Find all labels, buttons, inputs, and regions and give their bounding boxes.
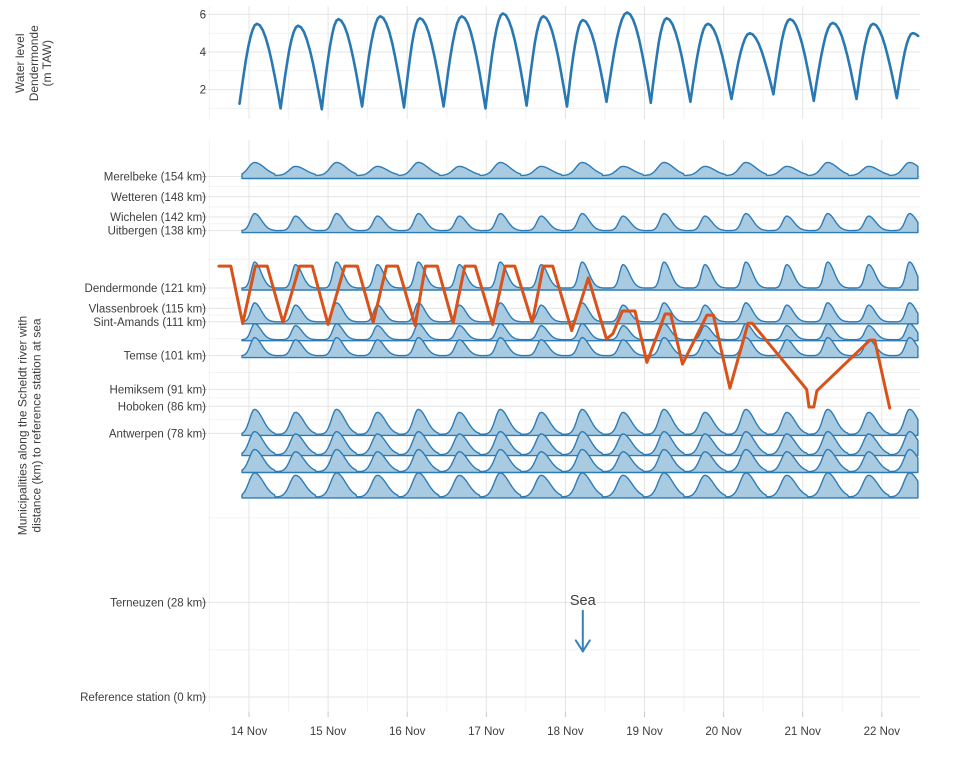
ridge-101km [241, 336, 919, 359]
y-value-label: 6 [200, 9, 206, 21]
station-label: Antwerpen (78 km) [109, 428, 206, 440]
sea-arrow-icon [574, 609, 591, 653]
station-label: Wichelen (142 km) [110, 212, 206, 224]
ridge-72km [241, 430, 919, 457]
station-label: Temse (101 km) [124, 351, 207, 363]
x-tick-label: 15 Nov [310, 726, 347, 738]
ridge-67km [241, 448, 919, 474]
ridge-138km [241, 212, 919, 234]
x-tick-label: 19 Nov [626, 726, 663, 738]
x-tick-label: 16 Nov [389, 726, 426, 738]
x-tick-label: 22 Nov [864, 726, 901, 738]
x-tick-label: 20 Nov [705, 726, 742, 738]
station-label: Merelbeke (154 km) [104, 172, 206, 184]
ridge-121km [241, 261, 919, 291]
x-tick-label: 17 Nov [468, 726, 505, 738]
station-label: Terneuzen (28 km) [110, 597, 206, 609]
ridge-106km [241, 323, 919, 342]
ridge-59.5km [241, 472, 919, 499]
sea-label: Sea [570, 593, 597, 609]
station-label: Hoboken (86 km) [118, 401, 206, 413]
ridgeline-group [241, 161, 919, 499]
y-value-label: 2 [200, 85, 206, 97]
tide-line [238, 11, 920, 111]
ridge-154km [241, 161, 919, 180]
gridlines-minor [208, 6, 920, 712]
station-label: Reference station (0 km) [80, 692, 206, 704]
station-label: Hemiksem (91 km) [110, 384, 207, 396]
x-tick-label: 18 Nov [547, 726, 584, 738]
station-label: Dendermonde (121 km) [85, 283, 207, 295]
upstream-tidal-extent [217, 264, 892, 410]
ridge-78km [241, 408, 919, 437]
x-tick-label: 21 Nov [784, 726, 821, 738]
y-value-label: 4 [200, 47, 207, 59]
station-label: Wetteren (148 km) [111, 192, 206, 204]
station-label: Sint-Amands (111 km) [93, 317, 206, 329]
station-label: Uitbergen (138 km) [108, 226, 207, 238]
station-label: Vlassenbroek (115 km) [89, 303, 207, 315]
axis-ticks [202, 13, 883, 717]
x-tick-label: 14 Nov [231, 726, 268, 738]
gridlines-major [208, 6, 920, 712]
